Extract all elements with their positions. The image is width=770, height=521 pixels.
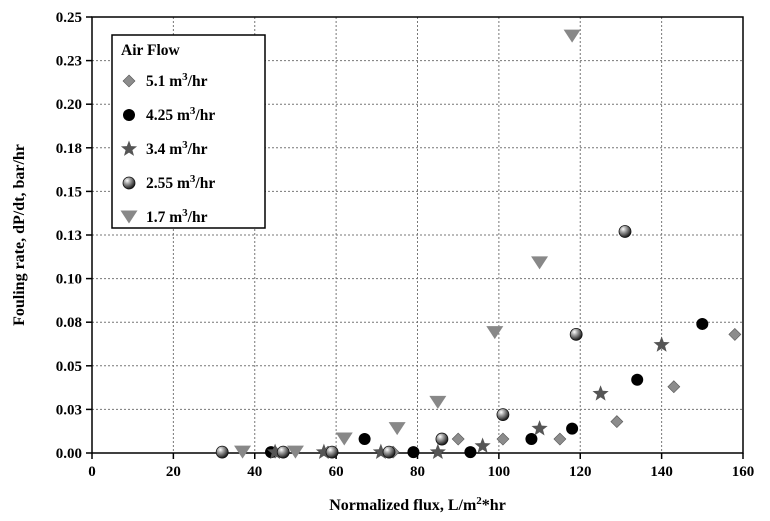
legend-box	[111, 34, 266, 229]
data-point	[382, 445, 396, 459]
x-tick-label: 40	[247, 464, 262, 480]
data-point	[335, 432, 353, 446]
x-tick-label: 20	[166, 464, 181, 480]
legend-label: 1.7 m3/hr	[146, 207, 208, 226]
data-point	[435, 432, 449, 446]
data-point	[429, 443, 446, 459]
y-tick-label: 0.15	[56, 184, 82, 200]
y-tick-label: 0.10	[56, 272, 82, 288]
data-point	[407, 446, 420, 459]
legend-label: 5.1 m3/hr	[146, 71, 208, 90]
y-tick-label: 0.18	[56, 141, 82, 157]
data-point	[563, 29, 581, 43]
data-point	[215, 445, 229, 459]
data-point	[610, 415, 624, 429]
data-point	[464, 446, 477, 459]
data-point	[496, 408, 510, 422]
x-tick-label: 100	[488, 464, 511, 480]
data-point	[592, 385, 609, 401]
y-tick-label: 0.25	[56, 10, 82, 26]
y-tick-label: 0.13	[56, 228, 82, 244]
data-point	[566, 422, 579, 435]
legend-marker	[122, 74, 136, 88]
data-point	[696, 317, 709, 330]
data-point	[315, 443, 332, 459]
legend-marker	[120, 140, 138, 156]
x-tick-label: 0	[88, 464, 96, 480]
data-point	[531, 256, 549, 270]
data-point	[451, 432, 465, 446]
data-point	[667, 380, 681, 394]
legend-label: 2.55 m3/hr	[146, 173, 215, 192]
y-tick-label: 0.08	[56, 315, 82, 331]
data-point	[372, 443, 389, 459]
x-tick-label: 120	[569, 464, 592, 480]
legend-label: 3.4 m3/hr	[146, 139, 208, 158]
x-tick-label: 140	[650, 464, 673, 480]
y-tick-label: 0.00	[56, 446, 82, 462]
axis-ticks: 0 20 40 60 80 100 120 140 160 0.00 0.03 0.05 0.08 0.1…	[56, 10, 755, 480]
legend-title: Air Flow	[121, 42, 180, 59]
legend-marker	[122, 176, 136, 190]
x-tick-label: 80	[410, 464, 425, 480]
data-point	[496, 432, 510, 446]
x-axis-title: Normalized flux, L/m2*hr	[329, 495, 506, 514]
series-1	[265, 317, 709, 459]
legend-label: 4.25 m3/hr	[146, 105, 215, 124]
data-point	[653, 336, 670, 352]
data-point	[234, 445, 252, 459]
grid-lines	[92, 17, 743, 453]
x-tick-label: 160	[732, 464, 755, 480]
legend-marker	[120, 210, 138, 224]
legend-marker	[123, 109, 135, 121]
legend: Air Flow 5.1 m3/hr 4.25 m3/hr 3.4 m3/hr 2.55…	[111, 34, 266, 229]
data-point	[631, 373, 644, 386]
y-tick-label: 0.23	[56, 54, 82, 70]
x-tick-label: 60	[329, 464, 344, 480]
y-tick-label: 0.20	[56, 97, 82, 113]
series-2	[267, 336, 670, 459]
y-axis-title: Fouling rate, dP/dt, bar/hr	[11, 144, 28, 326]
data-point	[569, 328, 583, 341]
data-point	[388, 422, 406, 436]
data-point	[531, 420, 548, 436]
data-point	[553, 432, 567, 446]
data-point	[618, 225, 632, 238]
data-point	[525, 433, 538, 446]
y-tick-label: 0.05	[56, 359, 82, 375]
data-point	[358, 433, 371, 446]
y-tick-label: 0.03	[56, 402, 82, 418]
data-point	[474, 437, 491, 453]
data-point	[276, 445, 290, 459]
series-4	[234, 29, 581, 459]
data-point	[267, 443, 284, 459]
data-point	[286, 445, 304, 459]
data-point	[429, 395, 447, 409]
series-3	[215, 225, 632, 459]
data-point	[325, 445, 339, 459]
data-points	[215, 29, 742, 459]
data-point	[486, 326, 504, 340]
data-point	[728, 327, 742, 341]
